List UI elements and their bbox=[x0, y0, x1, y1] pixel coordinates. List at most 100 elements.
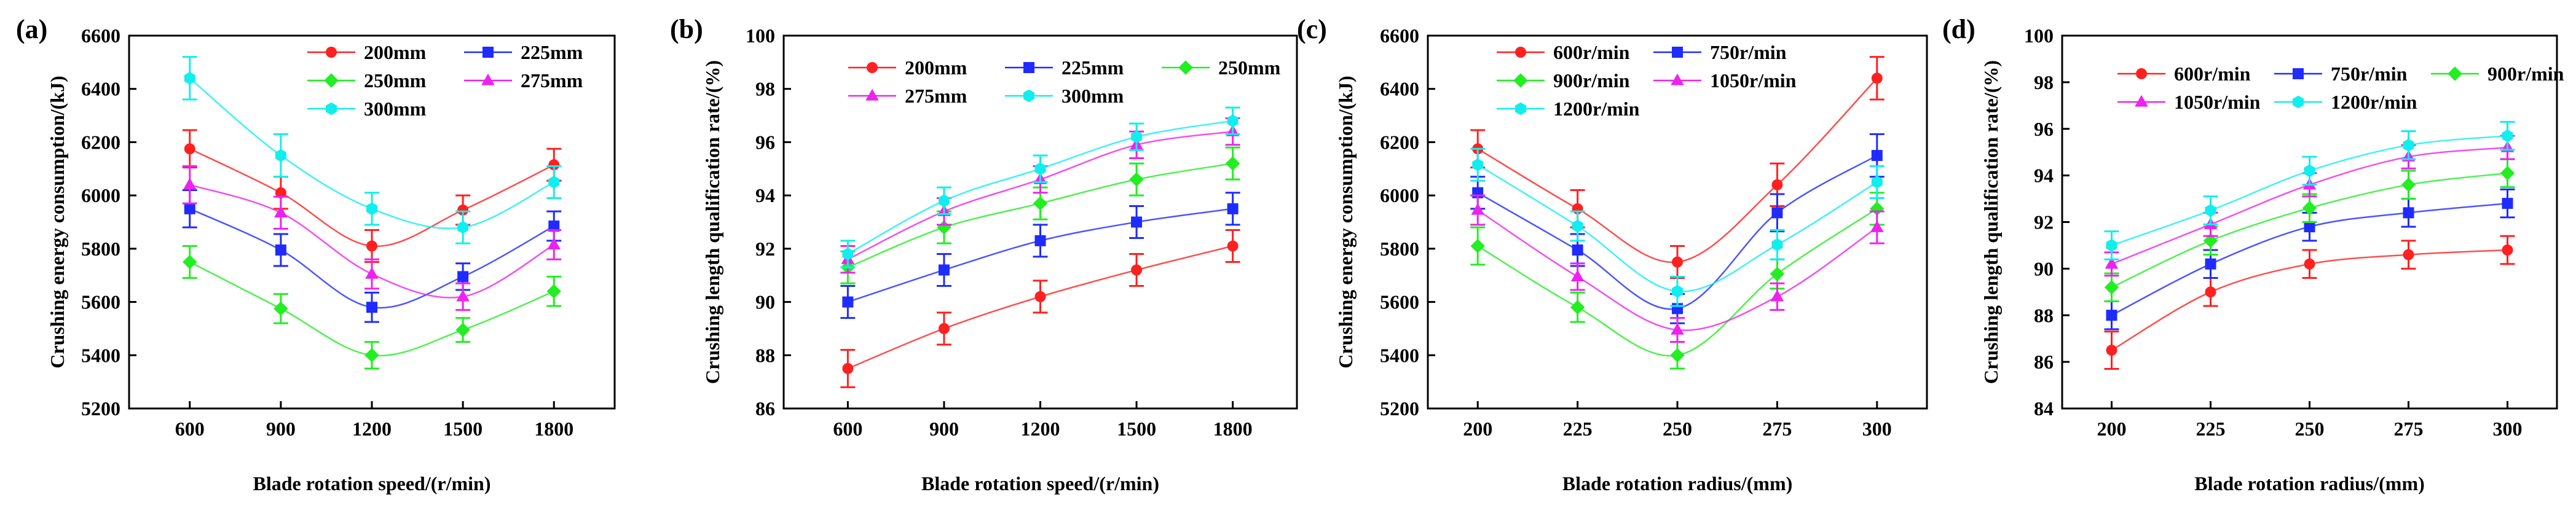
legend-entry: 275mm bbox=[464, 69, 583, 92]
chart-panel-2: (c) 5200 5400 5600 5800 6000 6200 6400 6600 200 22… bbox=[1297, 14, 1928, 494]
legend-entry: 750r/min bbox=[1653, 41, 1787, 63]
legend-entry: 900r/min bbox=[1497, 69, 1630, 92]
data-point bbox=[1034, 162, 1046, 176]
data-point bbox=[1671, 322, 1684, 335]
legend-marker bbox=[1513, 73, 1528, 88]
data-point bbox=[457, 221, 469, 234]
legend-marker bbox=[1672, 47, 1683, 58]
legend-marker bbox=[1515, 47, 1526, 58]
legend-entry: 1200r/min bbox=[1497, 98, 1640, 120]
legend-label: 600r/min bbox=[1553, 41, 1630, 63]
x-axis-label: Blade rotation radius/(mm) bbox=[2194, 472, 2425, 494]
data-point bbox=[2106, 345, 2117, 356]
y-tick-label: 6000 bbox=[81, 184, 120, 206]
data-point bbox=[2502, 198, 2513, 209]
legend-entry: 200mm bbox=[848, 57, 967, 79]
data-point bbox=[184, 72, 195, 85]
legend-label: 900r/min bbox=[2487, 63, 2564, 85]
data-point bbox=[2205, 204, 2216, 217]
y-tick-label: 6000 bbox=[1380, 184, 1419, 206]
legend-label: 275mm bbox=[905, 85, 967, 107]
data-point bbox=[274, 206, 288, 217]
series-4 bbox=[1470, 147, 1885, 307]
legend-label: 225mm bbox=[521, 41, 583, 63]
data-point bbox=[2304, 221, 2315, 233]
legend-label: 300mm bbox=[1062, 85, 1124, 107]
data-point bbox=[2304, 258, 2315, 270]
legend-label: 750r/min bbox=[2331, 63, 2408, 85]
data-point bbox=[2205, 258, 2216, 270]
data-point bbox=[546, 284, 561, 299]
series-2 bbox=[182, 245, 562, 370]
legend-label: 1200r/min bbox=[1553, 98, 1640, 120]
x-tick-label: 300 bbox=[1862, 418, 1892, 440]
series-2 bbox=[840, 146, 1240, 284]
data-point bbox=[2502, 129, 2513, 143]
y-tick-label: 5200 bbox=[81, 397, 120, 420]
y-tick-label: 5600 bbox=[81, 291, 120, 313]
data-point bbox=[274, 301, 288, 316]
legend-marker bbox=[481, 73, 495, 85]
y-tick-label: 6200 bbox=[1380, 131, 1419, 153]
legend-label: 200mm bbox=[905, 57, 967, 79]
data-point bbox=[1227, 240, 1239, 252]
data-point bbox=[275, 149, 286, 162]
legend-entry: 225mm bbox=[464, 41, 583, 63]
legend-marker bbox=[1178, 60, 1193, 75]
x-tick-label: 1800 bbox=[1213, 418, 1253, 440]
data-point bbox=[184, 203, 195, 214]
legend-marker bbox=[1671, 73, 1684, 85]
legend-label: 600r/min bbox=[2174, 63, 2251, 85]
data-point bbox=[1131, 130, 1142, 144]
data-point bbox=[365, 267, 379, 279]
data-point bbox=[183, 178, 197, 190]
data-point bbox=[366, 202, 377, 216]
data-point bbox=[366, 240, 377, 252]
legend-entry: 300mm bbox=[1005, 85, 1124, 107]
y-tick-label: 5400 bbox=[1380, 344, 1419, 366]
y-tick-label: 98 bbox=[2034, 71, 2054, 93]
data-point bbox=[184, 143, 195, 155]
legend-label: 900r/min bbox=[1553, 69, 1630, 92]
series-3 bbox=[1470, 194, 1885, 343]
data-point bbox=[548, 221, 560, 232]
data-point bbox=[842, 362, 854, 374]
y-tick-label: 5800 bbox=[81, 238, 120, 260]
data-point bbox=[1470, 238, 1485, 254]
data-point bbox=[1871, 72, 1883, 84]
x-tick-label: 225 bbox=[2196, 418, 2226, 440]
data-point bbox=[1672, 284, 1683, 298]
legend-label: 300mm bbox=[364, 98, 427, 120]
y-axis-label: Crushing energy consumption/(kJ) bbox=[46, 76, 68, 369]
y-tick-label: 6600 bbox=[81, 25, 120, 47]
legend-marker bbox=[1515, 102, 1526, 115]
legend-label: 750r/min bbox=[1710, 41, 1787, 63]
legend-entry: 600r/min bbox=[1497, 41, 1630, 63]
legend-marker bbox=[1023, 62, 1034, 73]
data-point bbox=[457, 204, 469, 216]
y-tick-label: 5200 bbox=[1380, 397, 1419, 420]
legend-marker bbox=[326, 47, 337, 58]
legend-entry: 600r/min bbox=[2117, 63, 2251, 85]
series-3 bbox=[182, 165, 562, 311]
data-point bbox=[364, 348, 379, 362]
legend-label: 1050r/min bbox=[1710, 69, 1797, 92]
data-point bbox=[2203, 233, 2218, 248]
legend-marker bbox=[867, 62, 878, 73]
legend-label: 225mm bbox=[1062, 57, 1124, 79]
data-point bbox=[275, 187, 286, 198]
data-point bbox=[2205, 286, 2216, 298]
legend-marker bbox=[2135, 95, 2148, 107]
data-point bbox=[2502, 244, 2513, 256]
series-4 bbox=[2104, 120, 2515, 260]
data-point bbox=[939, 194, 950, 208]
y-tick-label: 86 bbox=[2034, 351, 2054, 373]
x-tick-label: 1500 bbox=[1117, 418, 1156, 440]
y-tick-label: 5600 bbox=[1380, 291, 1419, 313]
data-point bbox=[1131, 216, 1143, 228]
legend-entry: 750r/min bbox=[2274, 63, 2408, 85]
y-tick-label: 98 bbox=[755, 78, 775, 100]
data-point bbox=[547, 238, 561, 250]
y-tick-label: 88 bbox=[2034, 304, 2054, 326]
